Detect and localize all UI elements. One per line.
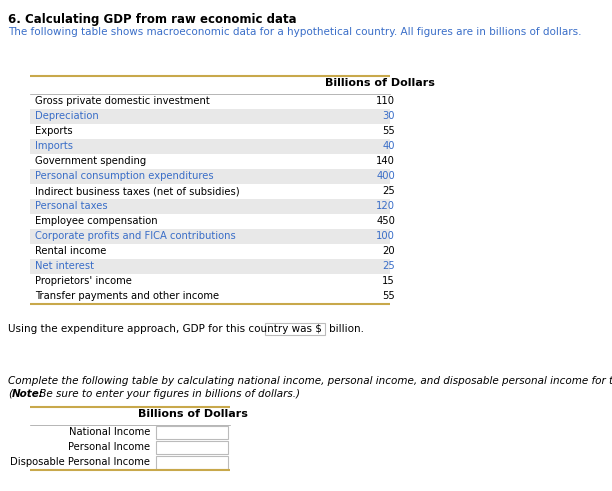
Text: Transfer payments and other income: Transfer payments and other income [35, 291, 219, 301]
Text: 25: 25 [382, 186, 395, 196]
Text: Imports: Imports [35, 141, 73, 151]
Bar [156, 441, 228, 454]
Bar [156, 456, 228, 469]
Text: Personal consumption expenditures: Personal consumption expenditures [35, 171, 214, 181]
Bar [30, 139, 390, 154]
Bar [30, 109, 390, 124]
Bar [30, 229, 390, 244]
Text: Indirect business taxes (net of subsidies): Indirect business taxes (net of subsidie… [35, 186, 240, 196]
Text: 15: 15 [382, 276, 395, 286]
Text: 450: 450 [376, 216, 395, 226]
Text: Corporate profits and FICA contributions: Corporate profits and FICA contributions [35, 231, 236, 241]
Bar [265, 323, 325, 335]
Text: Note:: Note: [12, 389, 44, 399]
Text: 100: 100 [376, 231, 395, 241]
Text: 140: 140 [376, 156, 395, 166]
Text: 120: 120 [376, 201, 395, 211]
Text: Disposable Personal Income: Disposable Personal Income [10, 457, 150, 467]
Text: Gross private domestic investment: Gross private domestic investment [35, 96, 210, 106]
Text: Billions of Dollars: Billions of Dollars [138, 409, 247, 419]
Text: 20: 20 [382, 246, 395, 256]
Text: 110: 110 [376, 96, 395, 106]
Text: 55: 55 [382, 291, 395, 301]
Text: Billions of Dollars: Billions of Dollars [325, 78, 435, 88]
Text: Employee compensation: Employee compensation [35, 216, 158, 226]
Text: Government spending: Government spending [35, 156, 146, 166]
Bar [30, 259, 390, 274]
Bar [30, 199, 390, 214]
Text: 25: 25 [382, 261, 395, 271]
Text: Proprietors' income: Proprietors' income [35, 276, 132, 286]
Text: (: ( [8, 389, 12, 399]
Text: 55: 55 [382, 126, 395, 136]
Text: National Income: National Income [69, 427, 150, 437]
Text: Depreciation: Depreciation [35, 111, 99, 121]
Text: Be sure to enter your figures in billions of dollars.): Be sure to enter your figures in billion… [36, 389, 300, 399]
Text: 6. Calculating GDP from raw economic data: 6. Calculating GDP from raw economic dat… [8, 13, 297, 26]
Bar [30, 169, 390, 184]
Text: Using the expenditure approach, GDP for this country was $: Using the expenditure approach, GDP for … [8, 324, 322, 334]
Text: Personal Income: Personal Income [68, 442, 150, 452]
Text: Net interest: Net interest [35, 261, 94, 271]
Text: 30: 30 [382, 111, 395, 121]
Text: Rental income: Rental income [35, 246, 106, 256]
Text: 40: 40 [382, 141, 395, 151]
Text: billion.: billion. [329, 324, 364, 334]
Text: 400: 400 [376, 171, 395, 181]
Text: Personal taxes: Personal taxes [35, 201, 108, 211]
Text: Complete the following table by calculating national income, personal income, an: Complete the following table by calculat… [8, 376, 612, 386]
Text: Exports: Exports [35, 126, 73, 136]
Text: The following table shows macroeconomic data for a hypothetical country. All fig: The following table shows macroeconomic … [8, 27, 581, 37]
Bar [156, 426, 228, 439]
